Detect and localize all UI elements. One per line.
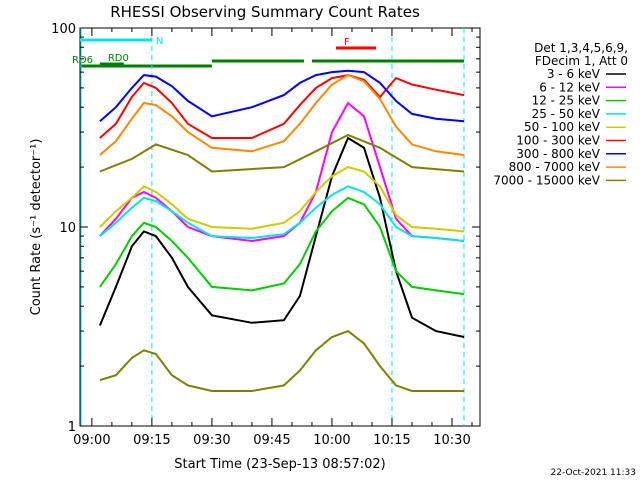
legend-entry: 3 - 6 keV bbox=[547, 67, 601, 81]
axis-layer: 1 10 100 09:00 09:15 09:30 09:45 10:00 10:15 10:3… bbox=[51, 22, 480, 448]
y-tick-label: 100 bbox=[51, 22, 76, 37]
legend-header-line-1: Det 1,3,4,5,6,9, bbox=[534, 41, 628, 55]
chart-title: RHESSI Observing Summary Count Rates bbox=[110, 3, 420, 21]
series-line bbox=[99, 329, 464, 392]
y-tick-label: 10 bbox=[59, 221, 76, 236]
legend-entry: 12 - 25 keV bbox=[532, 94, 601, 108]
series-line bbox=[99, 73, 465, 156]
x-tick-label: 09:00 bbox=[73, 433, 110, 448]
legend-header-line-2: FDecim 1, Att 0 bbox=[535, 54, 628, 68]
timestamp: 22-Oct-2021 11:33 bbox=[551, 468, 636, 478]
legend-entry: 7000 - 15000 keV bbox=[493, 173, 600, 187]
x-tick-label: 09:30 bbox=[193, 433, 230, 448]
series-line bbox=[99, 185, 465, 242]
x-tick-label: 10:00 bbox=[313, 433, 350, 448]
annotation-label: N bbox=[156, 36, 163, 47]
legend-entry: 6 - 12 keV bbox=[539, 80, 601, 94]
series-line bbox=[99, 133, 465, 173]
x-tick-label: 10:15 bbox=[373, 433, 410, 448]
annotation-label: F bbox=[344, 37, 350, 48]
series-line bbox=[98, 136, 465, 338]
x-tick-label: 09:45 bbox=[253, 433, 290, 448]
series-line bbox=[99, 69, 465, 123]
legend-entry: 800 - 7000 keV bbox=[509, 160, 601, 174]
annotation-label: RD6 bbox=[72, 55, 93, 66]
x-tick-label: 10:30 bbox=[433, 433, 470, 448]
series-layer bbox=[98, 69, 465, 392]
annotation-label: RD0 bbox=[108, 53, 129, 64]
series-line bbox=[99, 74, 465, 139]
legend-entry: 100 - 300 keV bbox=[516, 134, 600, 148]
y-tick-label: 1 bbox=[68, 420, 76, 435]
series-line bbox=[99, 166, 465, 233]
legend-entry: 300 - 800 keV bbox=[516, 147, 600, 161]
legend-entry: 50 - 100 keV bbox=[524, 120, 601, 134]
legend-entry: 25 - 50 keV bbox=[532, 107, 601, 121]
x-axis-label: Start Time (23-Sep-13 08:57:02) bbox=[174, 457, 385, 472]
x-tick-label: 09:15 bbox=[133, 433, 170, 448]
series-line bbox=[99, 196, 465, 296]
y-axis-label: Count Rate (s⁻¹ detector⁻¹) bbox=[29, 139, 44, 316]
